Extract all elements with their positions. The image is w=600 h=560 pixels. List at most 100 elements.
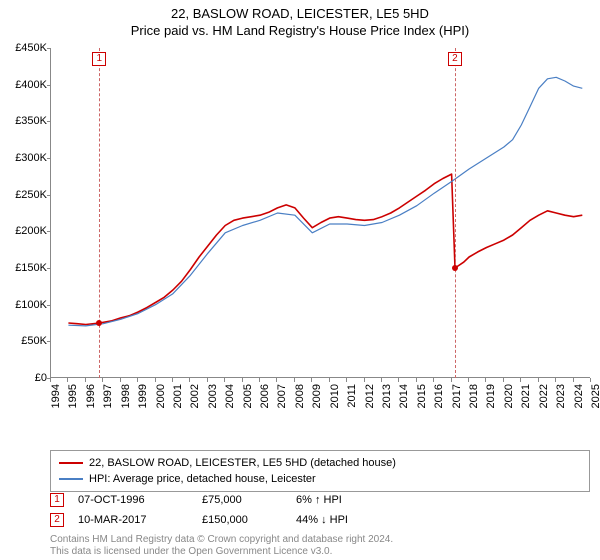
y-axis-tick-mark (47, 158, 51, 159)
x-axis-tick-mark (67, 378, 68, 382)
transaction-marker: 2 (50, 513, 64, 527)
x-axis-tick-label: 2007 (276, 384, 288, 408)
x-axis-tick-mark (573, 378, 574, 382)
y-axis-tick-label: £100K (15, 299, 47, 311)
x-axis-tick-label: 2015 (416, 384, 428, 408)
x-axis-tick-mark (120, 378, 121, 382)
x-axis-tick-mark (155, 378, 156, 382)
chart-title-address: 22, BASLOW ROAD, LEICESTER, LE5 5HD (0, 6, 600, 21)
chart-title-block: 22, BASLOW ROAD, LEICESTER, LE5 5HD Pric… (0, 0, 600, 38)
x-axis-tick-mark (416, 378, 417, 382)
y-axis-tick-mark (47, 341, 51, 342)
x-axis-tick-label: 2013 (381, 384, 393, 408)
y-axis-tick-mark (47, 268, 51, 269)
x-axis-tick-mark (485, 378, 486, 382)
series-line-hpi (68, 77, 582, 326)
y-axis-tick-label: £200K (15, 225, 47, 237)
x-axis-tick-label: 2023 (555, 384, 567, 408)
y-axis-tick-label: £50K (21, 335, 47, 347)
legend-swatch (59, 462, 83, 464)
y-axis-tick-label: £0 (35, 372, 47, 384)
plot-region: 12 (50, 48, 590, 378)
x-axis-tick-mark (242, 378, 243, 382)
y-axis-tick-mark (47, 195, 51, 196)
x-axis-tick-mark (102, 378, 103, 382)
x-axis-tick-label: 2018 (468, 384, 480, 408)
legend-row: HPI: Average price, detached house, Leic… (59, 471, 581, 487)
x-axis-tick-label: 2019 (485, 384, 497, 408)
x-axis-tick-label: 2004 (224, 384, 236, 408)
x-axis-tick-label: 2022 (538, 384, 550, 408)
x-axis-tick-label: 2021 (520, 384, 532, 408)
x-axis-tick-mark (50, 378, 51, 382)
marker-box-2: 2 (448, 52, 462, 66)
x-axis-tick-mark (538, 378, 539, 382)
marker-vline-1 (99, 48, 100, 378)
x-axis-tick-mark (172, 378, 173, 382)
legend-swatch (59, 478, 83, 480)
x-axis-tick-mark (590, 378, 591, 382)
x-axis-tick-mark (520, 378, 521, 382)
transaction-price: £75,000 (202, 494, 282, 506)
series-line-price_paid (68, 174, 582, 324)
x-axis-tick-mark (294, 378, 295, 382)
legend-box: 22, BASLOW ROAD, LEICESTER, LE5 5HD (det… (50, 450, 590, 492)
transaction-pct: 6% ↑ HPI (296, 494, 386, 506)
x-axis-tick-label: 2008 (294, 384, 306, 408)
legend-label: 22, BASLOW ROAD, LEICESTER, LE5 5HD (det… (89, 457, 396, 469)
x-axis-tick-mark (311, 378, 312, 382)
x-axis-tick-mark (381, 378, 382, 382)
x-axis-tick-label: 2001 (172, 384, 184, 408)
x-axis-tick-mark (224, 378, 225, 382)
y-axis-tick-mark (47, 305, 51, 306)
chart-container: 22, BASLOW ROAD, LEICESTER, LE5 5HD Pric… (0, 0, 600, 560)
x-axis-tick-mark (207, 378, 208, 382)
y-axis-tick-mark (47, 85, 51, 86)
x-axis-tick-label: 2002 (189, 384, 201, 408)
x-axis-tick-label: 2024 (573, 384, 585, 408)
y-axis-tick-label: £150K (15, 262, 47, 274)
marker-vline-2 (455, 48, 456, 378)
footer-line2: This data is licensed under the Open Gov… (50, 546, 393, 558)
x-axis-tick-label: 2016 (433, 384, 445, 408)
y-axis-tick-label: £350K (15, 115, 47, 127)
x-axis-tick-label: 2003 (207, 384, 219, 408)
x-axis-tick-label: 1998 (120, 384, 132, 408)
transaction-marker: 1 (50, 493, 64, 507)
x-axis-tick-label: 2005 (242, 384, 254, 408)
x-axis-tick-label: 2014 (398, 384, 410, 408)
y-axis-tick-label: £300K (15, 152, 47, 164)
transaction-row: 1 07-OCT-1996 £75,000 6% ↑ HPI (50, 490, 386, 510)
y-axis-tick-mark (47, 231, 51, 232)
x-axis-tick-mark (398, 378, 399, 382)
x-axis-tick-mark (189, 378, 190, 382)
y-axis-tick-label: £450K (15, 42, 47, 54)
x-axis-tick-label: 2009 (311, 384, 323, 408)
x-axis-tick-label: 2017 (451, 384, 463, 408)
y-axis-tick-mark (47, 121, 51, 122)
x-axis-tick-mark (451, 378, 452, 382)
x-axis-tick-mark (433, 378, 434, 382)
y-axis-tick-label: £400K (15, 79, 47, 91)
x-axis-tick-mark (259, 378, 260, 382)
x-axis-tick-mark (364, 378, 365, 382)
footer-attribution: Contains HM Land Registry data © Crown c… (50, 534, 393, 558)
transaction-price: £150,000 (202, 514, 282, 526)
marker-box-1: 1 (92, 52, 106, 66)
x-axis-tick-label: 1999 (137, 384, 149, 408)
x-axis-tick-label: 2020 (503, 384, 515, 408)
marker-point-1 (96, 320, 102, 326)
footer-line1: Contains HM Land Registry data © Crown c… (50, 534, 393, 546)
x-axis-tick-mark (468, 378, 469, 382)
transaction-row: 210-MAR-2017£150,00044% ↓ HPI (50, 510, 386, 530)
transaction-date: 07-OCT-1996 (78, 494, 188, 506)
legend-label: HPI: Average price, detached house, Leic… (89, 473, 316, 485)
x-axis-tick-mark (503, 378, 504, 382)
transaction-pct: 44% ↓ HPI (296, 514, 386, 526)
x-axis-tick-label: 1996 (85, 384, 97, 408)
x-axis-tick-mark (276, 378, 277, 382)
chart-area: 12 £0£50K£100K£150K£200K£250K£300K£350K£… (50, 48, 595, 408)
x-axis-tick-label: 2011 (346, 384, 358, 408)
x-axis-tick-label: 1997 (102, 384, 114, 408)
x-axis-tick-label: 2000 (155, 384, 167, 408)
